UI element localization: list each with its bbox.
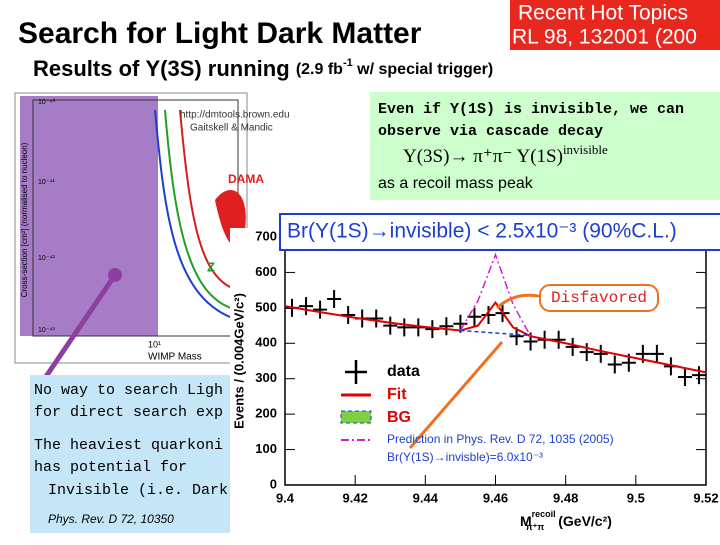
data-point: [327, 290, 342, 308]
legend-label: Prediction in Phys. Rev. D 72, 1035 (200…: [387, 432, 614, 446]
note-box: [30, 375, 252, 533]
legend-symbol: [345, 360, 367, 384]
curve: [164, 109, 239, 311]
data-point: [383, 316, 398, 335]
plot-label: DAMA: [228, 172, 264, 186]
cascade-line: as a recoil mass peak: [378, 175, 534, 192]
data-point: [481, 305, 496, 324]
y-tick-label: 10⁻⁴²: [38, 255, 55, 262]
data-point: [691, 366, 706, 385]
data-point: [313, 300, 328, 319]
y-tick-label: 200: [255, 406, 277, 421]
series-line: [284, 300, 707, 374]
series-line: [459, 252, 532, 337]
y-tick-label: 400: [255, 335, 277, 350]
histogram-panel: [230, 228, 720, 542]
legend-symbol: [340, 410, 372, 424]
pointer: [42, 273, 118, 380]
result: Br(Y(1S)→invisible) < 2.5x10⁻³ (90%C.L.): [287, 220, 677, 243]
cascade-line: observe via cascade decay: [378, 123, 603, 140]
y-tick-label: 0: [270, 476, 277, 491]
note-line: No way to search Ligh: [34, 382, 223, 399]
credit: http://dmtools.brown.edu: [180, 110, 290, 121]
subtitle-main: Results of Υ(3S) running: [33, 56, 290, 81]
data-point: [551, 330, 566, 349]
y-tick-label: 700: [255, 228, 277, 243]
x-tick-label: 10¹: [148, 339, 161, 349]
reference: Phys. Rev. D 72, 10350: [48, 512, 174, 526]
subtitle-note: (2.9 fb: [296, 61, 343, 78]
decay-main: Υ(3S)→ π⁺π⁻ Υ(1S): [403, 146, 563, 167]
badge-line: RL 98, 132001 (200: [512, 26, 697, 49]
data-point: [607, 355, 622, 374]
series-line: [460, 329, 531, 337]
data-point: [397, 318, 412, 337]
y-tick-label: 10⁻⁴¹: [38, 179, 55, 186]
cascade-line: Even if Υ(1S) is invisible, we can: [378, 101, 684, 118]
legend-label: Fit: [387, 386, 407, 403]
y-tick-label: 100: [255, 441, 277, 456]
x-tick-label: 9.52: [693, 490, 718, 505]
x-label-part: (GeV/c²): [558, 513, 612, 529]
subtitle-note-end: w/ special trigger): [353, 61, 493, 78]
subtitle: Results of Υ(3S) running (2.9 fb-1 w/ sp…: [33, 56, 493, 81]
note-line: Invisible (i.e. Dark M: [48, 482, 246, 499]
histogram: 0 100 200 300 400 500 600 700 9.4 9.42 9.44 9.46 9.4…: [231, 228, 718, 532]
decay: Υ(3S)→ π⁺π⁻ Υ(1S)invisible: [403, 142, 608, 167]
data-point: [439, 317, 454, 336]
y-tick-label: 10⁻⁴⁰: [38, 98, 55, 106]
data-point: [467, 307, 482, 326]
excluded-region: [20, 96, 158, 336]
note-line: has potential for: [34, 459, 187, 476]
x-tick-label: 9.46: [483, 490, 508, 505]
data-point: [579, 343, 594, 362]
y-tick-label: 10⁻⁴³: [38, 327, 55, 334]
data-point: [677, 367, 692, 386]
y-axis-label: Events / (0.004GeV/c²): [231, 293, 246, 429]
note-line: The heaviest quarkoni: [34, 437, 223, 454]
annotation: Disfavored: [551, 289, 647, 307]
data-point: [369, 309, 384, 328]
pointer-dot: [108, 268, 122, 282]
x-tick-label: 9.42: [343, 490, 368, 505]
data-point: [649, 344, 664, 363]
title: Search for Light Dark Matter: [18, 17, 422, 50]
x-tick-label: 9.5: [627, 490, 645, 505]
x-label-part: recoil: [532, 509, 556, 519]
x-tick-label: 9.44: [413, 490, 439, 505]
y-tick-label: 500: [255, 299, 277, 314]
badge-line: Recent Hot Topics: [518, 2, 688, 25]
annotation-arrow: [408, 341, 504, 449]
limit-plot: DAMA Z http://dmtools.brown.edu Gaitskel…: [14, 92, 290, 380]
note-line: for direct search exp: [34, 404, 223, 421]
legend-label: Br(Y(1S)→invisble)=6.0x10⁻³: [387, 450, 543, 464]
x-label-part: π⁺π: [526, 522, 545, 532]
data-point: [593, 344, 608, 363]
x-axis-label: Mrecoil π⁺π (GeV/c²): [520, 509, 612, 532]
x-label-part: M: [520, 513, 532, 529]
subtitle-sup: -1: [343, 57, 353, 69]
legend-label: data: [387, 363, 420, 380]
annotation-box: [539, 284, 659, 312]
result-box: [279, 213, 720, 251]
y-label: Cross-section [cm²] (normalised to nucle…: [20, 142, 29, 297]
plot-label: Z: [207, 259, 215, 274]
legend-label: BG: [387, 409, 411, 426]
curve: [179, 109, 239, 291]
y-tick-label: 300: [255, 370, 277, 385]
curve: [154, 109, 239, 321]
credit: Gaitskell & Mandic: [190, 123, 273, 134]
x-tick-label: 9.4: [276, 490, 295, 505]
y-tick-label: 600: [255, 264, 277, 279]
x-tick-label: 9.48: [553, 490, 578, 505]
cascade-box: [370, 92, 720, 200]
decay-sup: invisible: [563, 142, 608, 157]
x-label: WIMP Mass: [148, 352, 202, 363]
badge-box: [510, 0, 720, 50]
data-point: [299, 297, 314, 316]
